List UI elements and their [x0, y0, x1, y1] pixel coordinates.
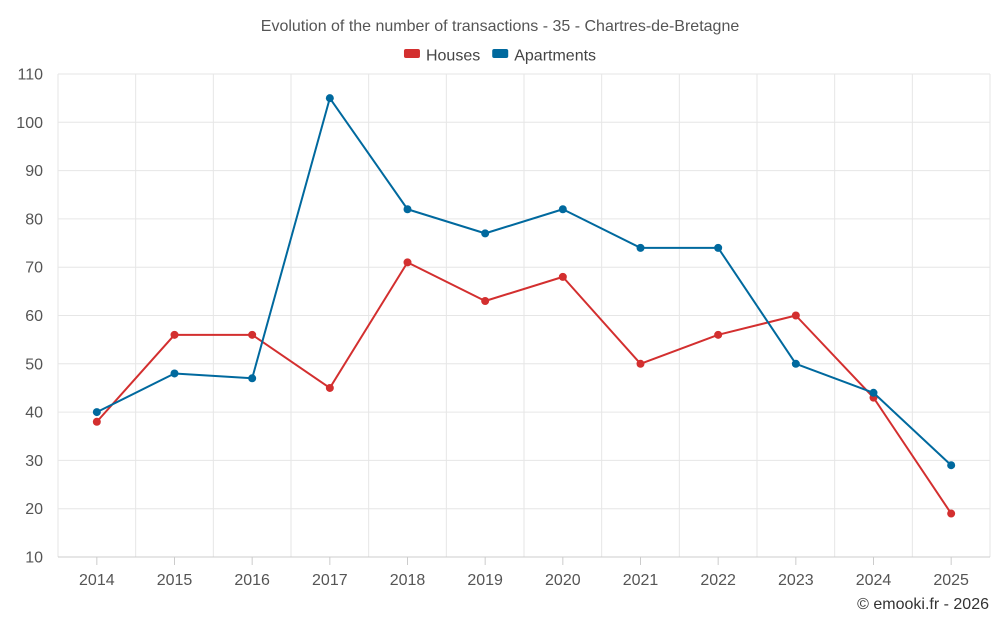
data-point[interactable]	[947, 509, 956, 518]
data-point[interactable]	[92, 408, 101, 417]
x-tick-label: 2018	[390, 572, 426, 589]
data-point[interactable]	[325, 94, 334, 103]
data-point[interactable]	[636, 359, 645, 368]
data-point[interactable]	[558, 272, 567, 281]
data-point[interactable]	[248, 374, 257, 383]
x-tick-label: 2020	[545, 572, 581, 589]
data-point[interactable]	[636, 243, 645, 252]
axes: 10 20 30 40 50 60 70 80 90 100 110 2014 2015 2016 2017…	[16, 67, 990, 589]
y-tick-label: 110	[17, 67, 43, 84]
x-tick-label: 2022	[700, 572, 736, 589]
x-tick-label: 2017	[312, 572, 348, 589]
x-tick-label: 2023	[778, 572, 814, 589]
y-tick-label: 30	[25, 453, 43, 470]
grid	[57, 73, 991, 557]
data-point[interactable]	[869, 388, 878, 397]
data-point[interactable]	[791, 359, 800, 368]
y-tick-label: 40	[25, 405, 43, 422]
y-tick-label: 20	[25, 501, 43, 518]
data-point[interactable]	[325, 383, 334, 392]
data-point[interactable]	[791, 311, 800, 320]
y-tick-label: 100	[16, 115, 43, 132]
series-line[interactable]	[96, 97, 952, 466]
x-tick-label: 2024	[856, 572, 892, 589]
data-point[interactable]	[403, 205, 412, 214]
legend-item-houses[interactable]: Houses	[403, 48, 480, 65]
data-point[interactable]	[714, 330, 723, 339]
legend-swatch	[403, 49, 420, 58]
data-point[interactable]	[170, 369, 179, 378]
x-tick-label: 2021	[623, 572, 659, 589]
x-tick-label: 2016	[234, 572, 270, 589]
data-point[interactable]	[170, 330, 179, 339]
data-point[interactable]	[558, 205, 567, 214]
legend-label: Houses	[426, 48, 480, 65]
series-apartments[interactable]	[92, 94, 956, 470]
legend-item-apartments[interactable]: Apartments	[492, 48, 596, 65]
y-tick-label: 50	[25, 356, 43, 373]
data-point[interactable]	[481, 229, 490, 238]
y-tick-label: 90	[25, 163, 43, 180]
data-point[interactable]	[947, 461, 956, 470]
series-line[interactable]	[96, 261, 952, 515]
legend-label: Apartments	[514, 48, 596, 65]
y-tick-label: 10	[25, 550, 43, 567]
series-houses[interactable]	[92, 258, 956, 518]
data-point[interactable]	[92, 417, 101, 426]
x-tick-label: 2019	[467, 572, 503, 589]
credit-text: © emooki.fr - 2026	[857, 596, 989, 613]
y-tick-label: 70	[25, 260, 43, 277]
data-point[interactable]	[248, 330, 257, 339]
y-tick-label: 60	[25, 308, 43, 325]
data-point[interactable]	[481, 297, 490, 306]
x-tick-label: 2015	[157, 572, 193, 589]
legend[interactable]: Houses Apartments	[403, 48, 596, 65]
chart-title: Evolution of the number of transactions …	[261, 18, 740, 35]
x-tick-label: 2025	[933, 572, 969, 589]
data-point[interactable]	[403, 258, 412, 267]
y-tick-label: 80	[25, 211, 43, 228]
data-point[interactable]	[714, 243, 723, 252]
series-layer	[92, 94, 956, 518]
legend-swatch	[492, 49, 509, 58]
x-tick-label: 2014	[79, 572, 115, 589]
